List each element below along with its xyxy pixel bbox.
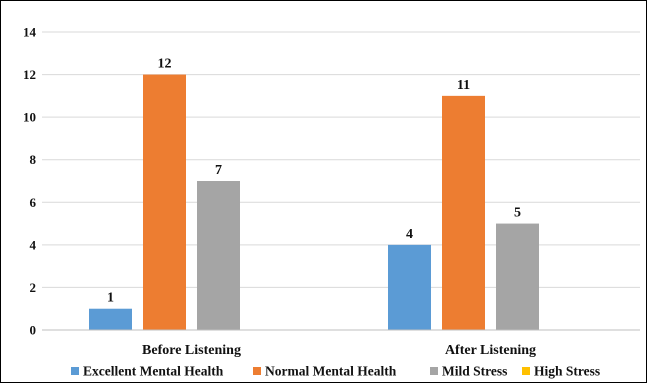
- legend-swatch: [253, 367, 261, 375]
- data-label: 1: [107, 291, 114, 306]
- legend-label: Normal Mental Health: [265, 364, 397, 379]
- x-axis: Before Listening After Listening: [42, 329, 640, 358]
- y-tick-label: 6: [30, 195, 37, 210]
- bar: [197, 181, 240, 330]
- legend: Excellent Mental Health Normal Mental Hea…: [71, 364, 600, 379]
- legend-label: Mild Stress: [442, 364, 507, 379]
- bar: [143, 74, 186, 330]
- bar: [89, 308, 132, 330]
- bar: [388, 244, 431, 330]
- data-label: 11: [457, 78, 470, 93]
- data-label: 7: [215, 163, 222, 178]
- x-category-label: After Listening: [445, 343, 536, 358]
- gridlines: [42, 31, 640, 288]
- y-tick-label: 2: [30, 280, 37, 295]
- legend-label: Excellent Mental Health: [83, 364, 224, 379]
- y-tick-label: 14: [23, 25, 37, 40]
- data-label: 4: [406, 227, 413, 242]
- data-label: 5: [514, 206, 521, 221]
- data-labels: 1 12 7 4 11 5: [107, 57, 521, 306]
- bars: [89, 74, 539, 330]
- y-tick-label: 4: [30, 237, 37, 252]
- legend-swatch: [71, 367, 79, 375]
- bar: [442, 95, 485, 330]
- legend-label: High Stress: [534, 364, 600, 379]
- bar: [496, 223, 539, 330]
- y-tick-label: 10: [23, 110, 36, 125]
- y-tick-label: 12: [23, 67, 36, 82]
- y-tick-label: 0: [30, 323, 37, 338]
- legend-swatch: [430, 367, 438, 375]
- x-category-label: Before Listening: [142, 343, 241, 358]
- legend-swatch: [522, 367, 530, 375]
- y-axis: 0 2 4 6 8 10 12 14: [23, 25, 37, 338]
- data-label: 12: [158, 57, 172, 72]
- y-tick-label: 8: [30, 152, 37, 167]
